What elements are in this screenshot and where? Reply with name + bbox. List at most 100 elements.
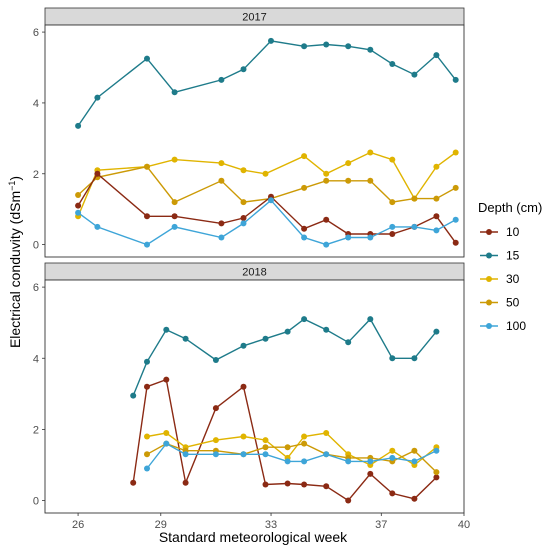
data-point-50 — [345, 177, 352, 184]
data-point-15 — [323, 41, 330, 48]
data-point-15 — [171, 89, 178, 96]
series-line-100 — [146, 442, 437, 469]
legend-entry-label: 30 — [506, 272, 520, 286]
data-point-30 — [452, 149, 459, 156]
data-point-10 — [345, 497, 352, 504]
data-point-10 — [240, 215, 247, 221]
series-line-30 — [146, 432, 437, 466]
data-point-10 — [323, 216, 330, 223]
data-point-100 — [367, 234, 374, 241]
data-point-15 — [367, 316, 374, 323]
data-point-100 — [389, 454, 396, 461]
data-point-15 — [433, 52, 440, 59]
data-point-50 — [144, 451, 150, 458]
data-point-15 — [218, 76, 225, 83]
data-point-100 — [367, 458, 374, 465]
data-point-15 — [144, 55, 150, 62]
data-point-50 — [411, 195, 418, 202]
data-point-100 — [163, 440, 170, 447]
data-point-50 — [433, 469, 440, 476]
legend-key-point-50 — [486, 299, 492, 306]
panel-strip-label: 2018 — [242, 267, 266, 279]
data-point-10 — [411, 495, 418, 502]
series-line-50 — [146, 442, 437, 473]
data-point-100 — [218, 234, 225, 241]
legend-key-point-10 — [486, 229, 492, 235]
svg-text:Electrical conduvity (dSm−1): Electrical conduvity (dSm−1) — [7, 176, 23, 348]
data-point-15 — [389, 355, 396, 362]
data-point-100 — [433, 227, 440, 234]
x-tick-label: 26 — [72, 519, 84, 531]
data-point-15 — [75, 122, 82, 129]
data-point-15 — [94, 94, 101, 101]
data-point-50 — [411, 447, 418, 454]
x-tick-label: 37 — [375, 519, 387, 531]
data-point-50 — [75, 192, 82, 198]
data-point-15 — [284, 328, 291, 335]
data-point-15 — [345, 43, 352, 50]
data-point-100 — [94, 223, 101, 230]
y-axis-title-close: ) — [7, 176, 23, 181]
y-axis-title-sup: −1 — [7, 181, 17, 191]
data-point-15 — [301, 316, 308, 323]
panel-plot-area — [45, 280, 464, 513]
data-point-15 — [367, 46, 374, 53]
legend-key-point-15 — [486, 252, 492, 259]
y-tick-label: 6 — [33, 282, 39, 294]
data-point-100 — [182, 451, 189, 458]
data-point-10 — [212, 405, 219, 412]
data-point-10 — [284, 480, 291, 487]
data-point-30 — [301, 153, 308, 160]
data-point-30 — [262, 437, 269, 444]
data-point-15 — [182, 335, 189, 342]
data-point-50 — [171, 199, 178, 206]
data-point-30 — [240, 433, 247, 440]
data-point-100 — [144, 465, 150, 472]
data-point-10 — [301, 225, 308, 232]
data-point-10 — [433, 474, 440, 481]
data-point-30 — [433, 163, 440, 170]
data-point-15 — [323, 326, 330, 333]
data-point-100 — [240, 220, 247, 227]
data-point-50 — [240, 199, 247, 206]
data-point-15 — [240, 342, 247, 349]
y-tick-label: 4 — [33, 353, 39, 365]
data-point-50 — [144, 163, 150, 170]
data-point-50 — [452, 184, 459, 191]
x-tick-label: 29 — [155, 519, 167, 531]
data-point-15 — [345, 339, 352, 346]
data-point-100 — [433, 447, 440, 454]
data-point-15 — [212, 357, 219, 363]
data-point-100 — [345, 234, 352, 241]
data-point-100 — [75, 209, 82, 216]
y-tick-label: 0 — [33, 240, 39, 252]
data-point-100 — [171, 223, 178, 230]
data-point-30 — [262, 170, 269, 177]
data-point-30 — [212, 437, 219, 444]
data-point-30 — [389, 447, 396, 454]
data-point-100 — [268, 197, 274, 204]
data-point-100 — [144, 241, 150, 248]
data-point-15 — [163, 326, 170, 333]
data-point-15 — [144, 358, 150, 365]
data-point-10 — [171, 213, 178, 220]
data-point-15 — [452, 76, 459, 83]
data-point-10 — [144, 213, 150, 220]
data-point-50 — [262, 444, 269, 451]
data-point-10 — [218, 220, 225, 227]
data-point-15 — [130, 392, 137, 399]
data-point-100 — [411, 458, 418, 465]
legend-key-point-100 — [486, 323, 492, 329]
panel-plot-area — [45, 25, 464, 257]
data-point-30 — [218, 160, 225, 167]
data-point-100 — [301, 458, 308, 465]
data-point-10 — [262, 481, 269, 488]
legend-entry-label: 50 — [506, 296, 520, 310]
data-point-10 — [389, 231, 396, 237]
y-axis-title-main: Electrical conduvity (dSm — [7, 191, 23, 348]
data-point-10 — [240, 383, 247, 390]
data-point-10 — [94, 170, 101, 177]
data-point-15 — [411, 355, 418, 362]
data-point-15 — [301, 43, 308, 50]
